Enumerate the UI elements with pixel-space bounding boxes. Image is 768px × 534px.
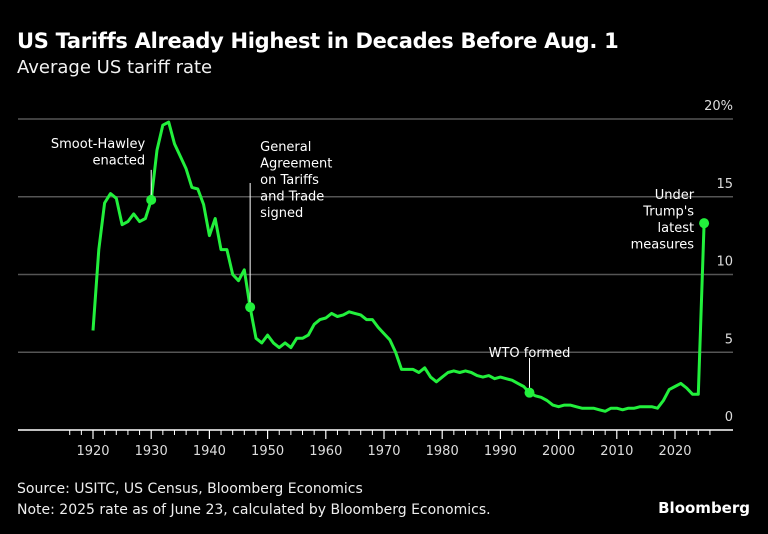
annotation-text: General xyxy=(260,140,311,155)
x-tick-label: 1950 xyxy=(251,444,284,459)
x-tick-label: 1990 xyxy=(484,444,517,459)
series-line xyxy=(91,120,706,413)
y-tick-label: 20% xyxy=(704,99,733,114)
chart-title: US Tariffs Already Highest in Decades Be… xyxy=(17,29,619,53)
source-note: Source: USITC, US Census, Bloomberg Econ… xyxy=(17,481,363,497)
annotation-text: WTO formed xyxy=(489,346,571,361)
footnote: Note: 2025 rate as of June 23, calculate… xyxy=(17,502,491,518)
annotation-text: Under xyxy=(655,188,695,203)
chart-subtitle: Average US tariff rate xyxy=(17,57,213,78)
x-tick-label: 1970 xyxy=(367,444,400,459)
annotation-text: Trump's xyxy=(642,205,694,220)
x-tick-label: 2010 xyxy=(600,444,633,459)
annotation-text: and Trade xyxy=(260,190,324,205)
annotation-text: measures xyxy=(631,238,695,253)
bloomberg-logo: Bloomberg xyxy=(658,499,750,517)
x-tick-label: 2020 xyxy=(658,444,691,459)
annotation-text: signed xyxy=(260,206,303,221)
annotation-marker xyxy=(699,218,710,229)
annotation-marker xyxy=(524,387,535,398)
y-tick-label: 5 xyxy=(725,332,733,347)
annotation-text: latest xyxy=(658,221,695,236)
x-tick-label: 1920 xyxy=(76,444,109,459)
x-tick-label: 1940 xyxy=(193,444,226,459)
x-tick-label: 2000 xyxy=(542,444,575,459)
annotation-text: Agreement xyxy=(260,157,332,172)
annotation-text: on Tariffs xyxy=(260,173,319,188)
annotation-text: enacted xyxy=(92,154,145,169)
x-tick-label: 1930 xyxy=(135,444,168,459)
x-tick-label: 1980 xyxy=(426,444,459,459)
annotation-text: Smoot-Hawley xyxy=(51,137,146,152)
y-tick-label: 15 xyxy=(716,177,733,192)
x-tick-label: 1960 xyxy=(309,444,342,459)
annotation-marker xyxy=(146,194,157,205)
annotation-marker xyxy=(245,302,256,313)
y-tick-label: 0 xyxy=(725,410,733,425)
y-tick-label: 10 xyxy=(716,255,733,270)
